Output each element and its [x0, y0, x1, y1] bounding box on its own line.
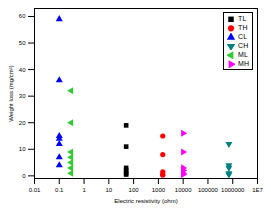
svg-text:20: 20 [19, 120, 26, 126]
svg-text:1: 1 [82, 187, 86, 193]
svg-text:Electric resistivity (ohm): Electric resistivity (ohm) [114, 198, 177, 204]
html-text:CL: CL [238, 33, 248, 40]
html-text:TL: TL [238, 15, 247, 22]
svg-text:40: 40 [19, 67, 26, 73]
svg-text:30: 30 [19, 93, 26, 99]
svg-text:1E7: 1E7 [252, 187, 263, 193]
svg-text:0: 0 [22, 173, 26, 179]
svg-text:50: 50 [19, 40, 26, 46]
svg-text:100: 100 [129, 187, 140, 193]
svg-text:100000: 100000 [198, 187, 219, 193]
svg-text:Weight loss (mg/cm²): Weight loss (mg/cm²) [8, 65, 14, 122]
html-text:ML: ML [238, 51, 248, 58]
html-text:MH: MH [238, 60, 249, 67]
svg-text:1000: 1000 [152, 187, 166, 193]
svg-text:0.01: 0.01 [29, 187, 41, 193]
svg-text:10: 10 [19, 146, 26, 152]
svg-text:10: 10 [105, 187, 112, 193]
svg-text:1000000: 1000000 [221, 187, 245, 193]
svg-text:0.1: 0.1 [55, 187, 64, 193]
html-text:TH: TH [238, 24, 248, 31]
svg-text:60: 60 [19, 13, 26, 19]
svg-text:10000: 10000 [175, 187, 192, 193]
html-text:CH: CH [238, 42, 249, 49]
